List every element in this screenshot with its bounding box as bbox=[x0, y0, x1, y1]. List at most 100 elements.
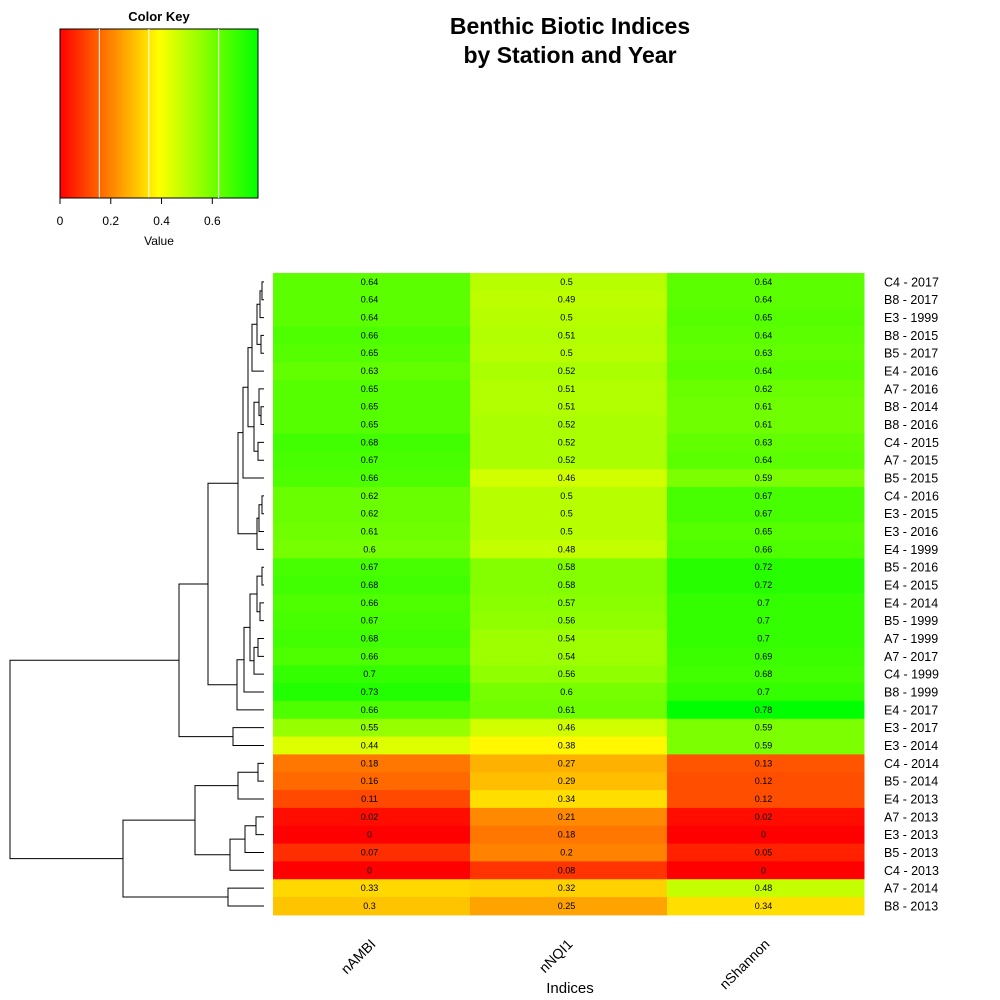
color-key-tick-label: 0.2 bbox=[102, 214, 119, 228]
heatmap-cell bbox=[470, 665, 668, 684]
cell-value-label: 0.66 bbox=[361, 330, 379, 340]
dendrogram-branch bbox=[260, 406, 264, 426]
color-key-gradient bbox=[59, 28, 259, 199]
heatmap-cell bbox=[667, 379, 865, 399]
cell-value-label: 0.62 bbox=[755, 384, 773, 394]
column-label: nShannon bbox=[716, 936, 772, 992]
heatmap-cell bbox=[273, 504, 471, 524]
heatmap-cell bbox=[470, 326, 668, 345]
cell-value-label: 0.52 bbox=[558, 455, 576, 465]
heatmap-cell bbox=[273, 344, 471, 363]
heatmap-cell bbox=[273, 629, 471, 648]
cell-value-label: 0.18 bbox=[558, 830, 576, 840]
cell-value-label: 0.65 bbox=[361, 348, 379, 358]
row-label: A7 - 1999 bbox=[884, 632, 938, 646]
dendrogram-branch bbox=[122, 819, 228, 898]
heatmap-cell bbox=[667, 522, 865, 541]
color-key-tick-label: 0.4 bbox=[153, 214, 170, 228]
row-label: B5 - 1999 bbox=[884, 614, 938, 628]
dendrogram-branch bbox=[178, 583, 233, 738]
cell-value-label: 0.68 bbox=[361, 437, 379, 447]
heatmap-cell bbox=[470, 504, 668, 524]
heatmap-cell bbox=[470, 362, 668, 381]
heatmap-cell bbox=[667, 879, 865, 898]
cell-value-label: 0.68 bbox=[361, 580, 379, 590]
cell-value-label: 0.33 bbox=[361, 883, 379, 893]
heatmap-cell bbox=[470, 897, 668, 916]
row-label: B8 - 2017 bbox=[884, 293, 938, 307]
cell-value-label: 0.63 bbox=[755, 348, 773, 358]
heatmap-cell bbox=[667, 754, 865, 773]
dendrogram-branch bbox=[261, 281, 264, 301]
heatmap-cell bbox=[470, 611, 668, 631]
cell-value-label: 0.65 bbox=[361, 402, 379, 412]
row-dendrogram bbox=[9, 281, 264, 907]
heatmap-cell bbox=[470, 290, 668, 310]
cell-value-label: 0.54 bbox=[558, 651, 576, 661]
heatmap-cell bbox=[667, 843, 865, 862]
heatmap-cell bbox=[273, 593, 471, 613]
cell-value-label: 0.05 bbox=[755, 847, 773, 857]
cell-value-label: 0.25 bbox=[558, 901, 576, 911]
heatmap-cell bbox=[667, 308, 865, 327]
heatmap-cell bbox=[273, 790, 471, 809]
cell-value-label: 0.63 bbox=[755, 437, 773, 447]
dendrogram-branch bbox=[261, 566, 264, 586]
cell-value-label: 0.5 bbox=[560, 313, 573, 323]
heatmap-cell bbox=[470, 344, 668, 363]
heatmap-cell bbox=[470, 451, 668, 470]
cell-value-label: 0.5 bbox=[560, 277, 573, 287]
cell-value-label: 0.46 bbox=[558, 723, 576, 733]
cell-value-label: 0.7 bbox=[363, 669, 376, 679]
cell-value-label: 0.64 bbox=[755, 366, 773, 376]
cell-value-label: 0.65 bbox=[755, 527, 773, 537]
cell-value-label: 0.5 bbox=[560, 348, 573, 358]
heatmap-cell bbox=[273, 362, 471, 381]
cell-value-label: 0.46 bbox=[558, 473, 576, 483]
heatmap-cell bbox=[470, 486, 668, 506]
heatmap-cell bbox=[470, 736, 668, 755]
dendrogram-branch bbox=[247, 347, 254, 428]
heatmap-cell bbox=[273, 718, 471, 738]
cell-value-label: 0.7 bbox=[757, 634, 770, 644]
heatmap-cell bbox=[273, 397, 471, 417]
heatmap-cell bbox=[273, 522, 471, 541]
dendrogram-branch bbox=[237, 771, 264, 800]
heatmap-cell bbox=[667, 451, 865, 470]
heatmap-cell bbox=[470, 700, 668, 720]
heatmap-cell bbox=[273, 754, 471, 773]
row-label: E4 - 1999 bbox=[884, 543, 938, 557]
cell-value-label: 0.6 bbox=[363, 544, 376, 554]
cell-value-label: 0.7 bbox=[757, 616, 770, 626]
heatmap-cell bbox=[273, 843, 471, 862]
row-label: E3 - 2017 bbox=[884, 721, 938, 735]
heatmap-cell bbox=[667, 772, 865, 791]
heatmap-cell bbox=[470, 861, 668, 880]
row-label: C4 - 2014 bbox=[884, 757, 939, 771]
row-label: B8 - 2016 bbox=[884, 418, 938, 432]
heatmap-cell bbox=[667, 825, 865, 845]
cell-value-label: 0.34 bbox=[558, 794, 576, 804]
heatmap-cell bbox=[273, 879, 471, 898]
heatmap-cell bbox=[667, 433, 865, 452]
cell-value-label: 0.5 bbox=[560, 491, 573, 501]
cell-value-label: 0.51 bbox=[558, 384, 576, 394]
heatmap-cell bbox=[667, 790, 865, 809]
cell-value-label: 0.7 bbox=[757, 687, 770, 697]
heatmap-cell bbox=[470, 825, 668, 845]
cell-value-label: 0 bbox=[761, 830, 766, 840]
cell-value-label: 0.12 bbox=[755, 794, 773, 804]
cell-value-label: 0 bbox=[367, 830, 372, 840]
cell-value-label: 0.5 bbox=[560, 527, 573, 537]
heatmap-cell bbox=[667, 647, 865, 666]
dendrogram-branch bbox=[194, 785, 238, 856]
cell-value-label: 0.52 bbox=[558, 420, 576, 430]
cell-value-label: 0.49 bbox=[558, 295, 576, 305]
heatmap-cell bbox=[667, 665, 865, 684]
heatmap-cell bbox=[667, 593, 865, 613]
heatmap-cell bbox=[667, 558, 865, 577]
heatmap-cell bbox=[273, 433, 471, 452]
row-label: B8 - 2014 bbox=[884, 400, 938, 414]
heatmap-cell bbox=[667, 326, 865, 345]
heatmap-cell bbox=[667, 576, 865, 595]
